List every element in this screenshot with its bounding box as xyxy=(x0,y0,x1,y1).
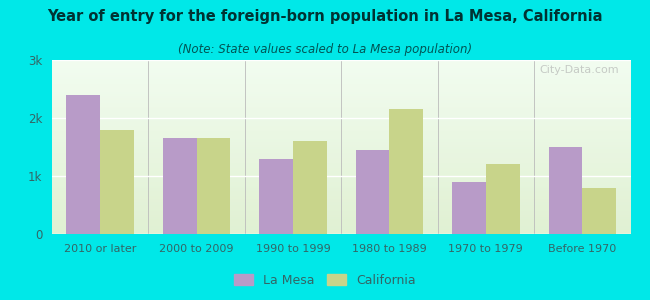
Bar xyxy=(389,109,423,234)
Bar xyxy=(66,95,100,234)
Bar xyxy=(452,182,486,234)
Bar xyxy=(196,138,230,234)
Bar xyxy=(582,188,616,234)
Bar xyxy=(486,164,519,234)
Bar xyxy=(293,141,327,234)
Bar xyxy=(163,138,196,234)
Text: (Note: State values scaled to La Mesa population): (Note: State values scaled to La Mesa po… xyxy=(178,44,472,56)
Text: City-Data.com: City-Data.com xyxy=(540,65,619,75)
Bar xyxy=(549,147,582,234)
Bar xyxy=(356,150,389,234)
Legend: La Mesa, California: La Mesa, California xyxy=(231,270,419,291)
Text: Year of entry for the foreign-born population in La Mesa, California: Year of entry for the foreign-born popul… xyxy=(47,9,603,24)
Bar xyxy=(100,130,134,234)
Bar xyxy=(259,159,293,234)
